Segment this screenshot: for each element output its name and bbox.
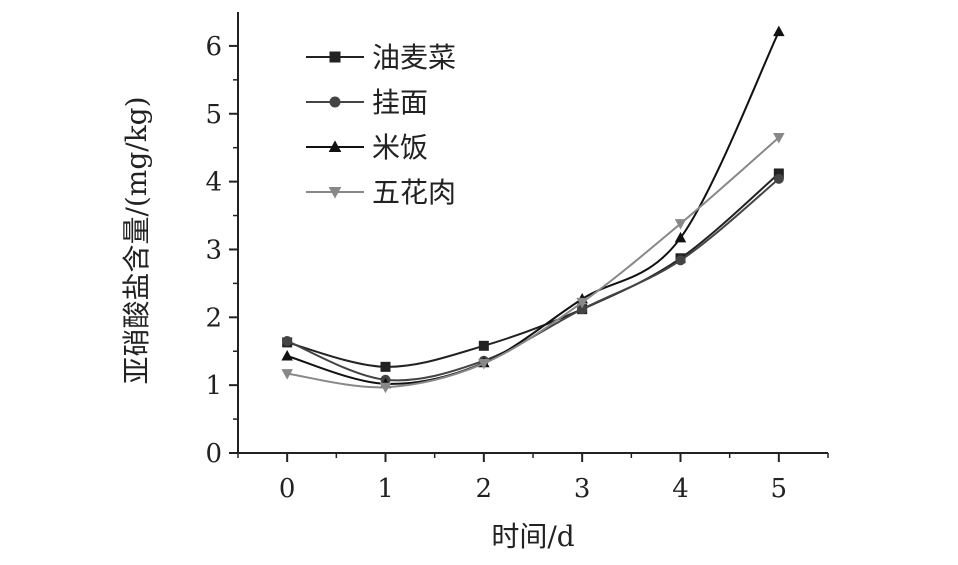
data-point <box>380 361 391 372</box>
series-line <box>286 178 780 382</box>
y-tick-label: 5 <box>205 100 222 130</box>
series-line <box>287 136 780 389</box>
legend-item: 五花肉 <box>306 176 456 209</box>
data-point <box>281 369 293 380</box>
series-line <box>286 31 780 385</box>
x-tick-label: 5 <box>771 474 788 504</box>
data-point <box>674 219 687 230</box>
legend-marker <box>328 140 342 152</box>
data-point <box>379 382 392 394</box>
data-point <box>576 297 588 309</box>
data-point <box>773 168 784 179</box>
data-point <box>577 304 588 315</box>
legend-marker <box>329 96 341 108</box>
x-tick-label: 4 <box>672 474 689 504</box>
data-point <box>282 336 293 347</box>
y-tick-label: 3 <box>205 235 222 265</box>
series-triangle-down <box>281 133 785 394</box>
series-line <box>286 172 780 368</box>
legend-label: 五花肉 <box>372 176 456 209</box>
legend-item: 挂面 <box>306 86 428 119</box>
data-point <box>773 133 785 144</box>
legend-label: 米饭 <box>372 131 428 164</box>
series-circle <box>282 173 784 385</box>
y-tick-label: 2 <box>205 303 222 333</box>
axes: 0 1 2 3 4 5 0 1 2 3 4 5 6 <box>205 12 829 504</box>
x-tick-label: 3 <box>574 474 591 504</box>
y-tick-label: 4 <box>205 168 222 198</box>
y-tick-label: 6 <box>205 32 222 62</box>
data-point <box>773 173 784 184</box>
data-point <box>281 349 293 361</box>
legend-label: 挂面 <box>372 86 428 119</box>
x-tick-label: 1 <box>377 474 394 504</box>
legend-marker <box>328 187 342 199</box>
y-axis-label: 亚硝酸盐含量/(mg/kg) <box>120 96 153 384</box>
legend-label: 油麦菜 <box>372 41 456 74</box>
y-tick-label: 1 <box>205 371 222 401</box>
y-tick-label: 0 <box>205 439 222 469</box>
series-triangle-up <box>281 25 785 389</box>
data-point <box>478 358 490 370</box>
data-point <box>675 255 686 266</box>
legend-marker <box>329 51 341 63</box>
legend-item: 油麦菜 <box>306 41 456 74</box>
data-point <box>478 340 489 351</box>
data-point <box>674 231 687 243</box>
x-axis-label: 时间/d <box>491 520 574 553</box>
data-point <box>773 25 785 37</box>
x-tick-label: 2 <box>476 474 493 504</box>
legend-item: 米饭 <box>306 131 428 164</box>
x-tick-label: 0 <box>279 474 296 504</box>
series-layer <box>281 25 785 394</box>
